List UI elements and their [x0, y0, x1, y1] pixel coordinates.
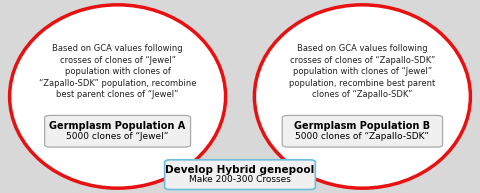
Text: Germplasm Population B: Germplasm Population B — [294, 121, 431, 131]
FancyBboxPatch shape — [282, 115, 443, 147]
Text: Make 200-300 Crosses: Make 200-300 Crosses — [189, 175, 291, 184]
FancyBboxPatch shape — [45, 115, 191, 147]
Text: Develop Hybrid genepool: Develop Hybrid genepool — [166, 165, 314, 175]
Text: 5000 clones of “Zapallo-SDK”: 5000 clones of “Zapallo-SDK” — [296, 132, 429, 141]
Ellipse shape — [254, 5, 470, 188]
Text: Based on GCA values following
crosses of clones of “Zapallo-SDK”
population with: Based on GCA values following crosses of… — [289, 44, 435, 99]
Text: 5000 clones of “Jewel”: 5000 clones of “Jewel” — [66, 132, 169, 141]
Text: Germplasm Population A: Germplasm Population A — [49, 121, 186, 131]
Ellipse shape — [10, 5, 226, 188]
FancyBboxPatch shape — [165, 160, 315, 190]
Text: Based on GCA values following
crosses of clones of “Jewel”
population with clone: Based on GCA values following crosses of… — [39, 44, 196, 99]
